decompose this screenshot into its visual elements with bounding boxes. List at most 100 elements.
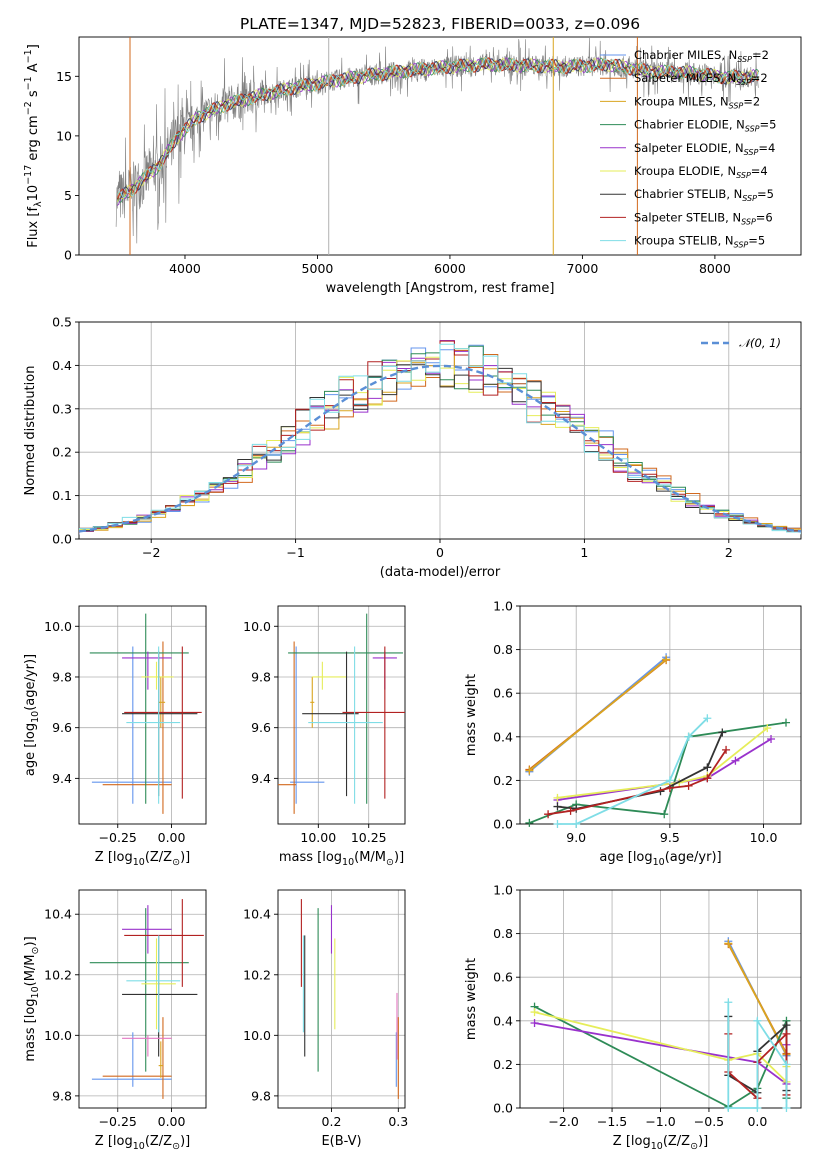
y-tick-label: 9.6	[251, 720, 271, 735]
y-axis-label: age [log10​(age/yr)]	[23, 654, 41, 776]
x-tick-label: 4000	[169, 261, 201, 276]
legend-label: Chabrier STELIB, NSSP=5	[634, 187, 774, 203]
model-spectrum	[117, 56, 760, 199]
y-tick-label: 0.6	[493, 970, 513, 985]
data-point	[767, 734, 776, 743]
y-tick-label: 10.2	[44, 967, 72, 982]
data-point	[572, 820, 581, 828]
x-axis-label: wavelength [Angstrom, rest frame]	[326, 281, 555, 296]
panel-age-vs-Z: −0.25 0.00 9.4 9.6 9.8 10.0 Z [log10​(Z/Z⊙​)] a…	[23, 605, 207, 868]
x-tick-label: 0.00	[158, 830, 186, 845]
data-point	[525, 766, 534, 775]
x-tick-label: −0.25	[99, 1114, 137, 1129]
x-axis-label: Z [log10​(Z/Z⊙​)]	[95, 850, 190, 868]
panel-mass-vs-Z: −0.25 0.00 9.8 10.0 10.2 10.4 Z [log10​(Z/Z⊙​)…	[23, 889, 207, 1152]
model-spectrum	[117, 57, 759, 200]
plot-frame	[277, 605, 406, 825]
series-kroupa-elodie	[557, 727, 768, 799]
data-point	[530, 1008, 539, 1017]
data-point	[753, 1016, 762, 1025]
data-point	[530, 1018, 539, 1027]
data-point	[566, 806, 575, 815]
data-point	[763, 724, 772, 733]
series-kroupa-stelib	[727, 1002, 788, 1109]
legend-label: Salpeter STELIB, NSSP=6	[634, 210, 773, 226]
data-point	[782, 1104, 791, 1112]
y-axis-label: mass weight	[464, 958, 479, 1040]
y-tick-label: 0.2	[52, 445, 72, 460]
y-tick-label: 0.2	[493, 1057, 513, 1072]
y-tick-label: 10.0	[243, 619, 271, 634]
data-point	[660, 810, 669, 819]
x-axis-label: mass [log10​(M/M⊙​)]	[279, 850, 404, 868]
y-tick-label: 0.4	[493, 729, 513, 744]
y-tick-label: 9.8	[251, 1088, 271, 1103]
y-tick-label: 0.0	[493, 1101, 513, 1116]
x-axis-label: Z [log10​(Z/Z⊙​)]	[95, 1134, 190, 1152]
plot-frame	[519, 605, 802, 825]
x-tick-label: 10.0	[750, 830, 778, 845]
x-tick-label: 0.00	[158, 1114, 186, 1129]
series-kroupa-miles	[727, 942, 788, 1056]
y-tick-label: 9.4	[52, 771, 72, 786]
data-point	[703, 714, 712, 723]
data-point	[553, 820, 562, 828]
y-tick-label: 10.2	[243, 967, 271, 982]
data-point	[782, 1029, 791, 1038]
y-tick-label: 1.0	[493, 599, 513, 614]
plot-frame	[78, 321, 802, 540]
panel-age-vs-mass: 10.00 10.25 9.4 9.6 9.8 10.0 mass [log10​(M/M⊙…	[243, 605, 406, 868]
x-tick-label: −2.0	[548, 1114, 578, 1129]
x-axis-label: age [log10​(age/yr)]	[599, 850, 721, 868]
data-point	[782, 718, 791, 727]
data-point	[544, 810, 553, 819]
x-tick-label: 0.0	[747, 1114, 767, 1129]
histogram-kroupa-stelib	[79, 343, 801, 535]
spectrum-legend: Chabrier MILES, NSSP=2 Salpeter MILES, NS…	[600, 48, 776, 250]
y-tick-label: 0.4	[52, 358, 72, 373]
y-tick-label: 0.0	[52, 532, 72, 547]
legend-label: Salpeter ELODIE, NSSP=4	[634, 141, 775, 157]
figure-title: PLATE=1347, MJD=52823, FIBERID=0033, z=0…	[240, 15, 640, 33]
panel-weight-vs-age: 9.0 9.5 10.0 0.0 0.2 0.4 0.6 0.8 1.0 age [log10​(…	[464, 599, 802, 868]
x-tick-label: 9.0	[566, 830, 586, 845]
y-tick-label: 0.8	[493, 926, 513, 941]
y-tick-label: 15	[56, 69, 72, 84]
y-tick-label: 10	[56, 128, 72, 143]
x-tick-label: 0	[436, 545, 444, 560]
data-point	[722, 745, 731, 754]
y-tick-label: 0.4	[493, 1013, 513, 1028]
spectrum-lines	[115, 37, 760, 255]
normal-curve	[79, 364, 801, 533]
y-tick-label: 0.8	[493, 642, 513, 657]
panel-spectrum: 4000 5000 6000 7000 8000 0 5 10 15 wavelength [An…	[23, 36, 802, 296]
data-point	[665, 776, 674, 785]
panel-mass-vs-ebv: 0.2 0.3 9.8 10.0 10.2 10.4 E(B-V)	[243, 889, 408, 1149]
data-point	[753, 1104, 762, 1112]
y-tick-label: 9.4	[251, 771, 271, 786]
observed-spectrum	[115, 37, 759, 244]
series-kroupa-miles	[528, 658, 667, 772]
data-point	[553, 793, 562, 802]
y-tick-label: 10.4	[44, 907, 72, 922]
y-tick-label: 0.0	[493, 817, 513, 832]
plot-frame	[277, 889, 406, 1109]
x-tick-label: −1	[286, 545, 304, 560]
x-tick-label: 8000	[699, 261, 731, 276]
plot-frame	[78, 889, 207, 1109]
data-point	[724, 1104, 733, 1112]
y-tick-label: 0.6	[493, 686, 513, 701]
panel-residuals: −2 −1 0 1 2 0.0 0.1 0.2 0.3 0.4 0.5 (data-model)/er…	[23, 315, 802, 580]
x-tick-label: 0.2	[322, 1114, 342, 1129]
data-point	[684, 732, 693, 741]
x-tick-label: 9.5	[660, 830, 680, 845]
data-point	[665, 784, 674, 793]
data-point	[718, 728, 727, 737]
x-tick-label: 2	[725, 545, 733, 560]
y-tick-label: 9.8	[52, 1088, 72, 1103]
y-axis-label: mass [log10​(M/M⊙​)]	[23, 936, 41, 1061]
x-axis-label: Z [log10​(Z/Z⊙​)]	[613, 1134, 708, 1152]
histogram-chabrier-stelib	[79, 363, 801, 534]
y-axis-label: mass weight	[464, 674, 479, 756]
legend-label: Kroupa STELIB, NSSP=5	[634, 234, 765, 250]
